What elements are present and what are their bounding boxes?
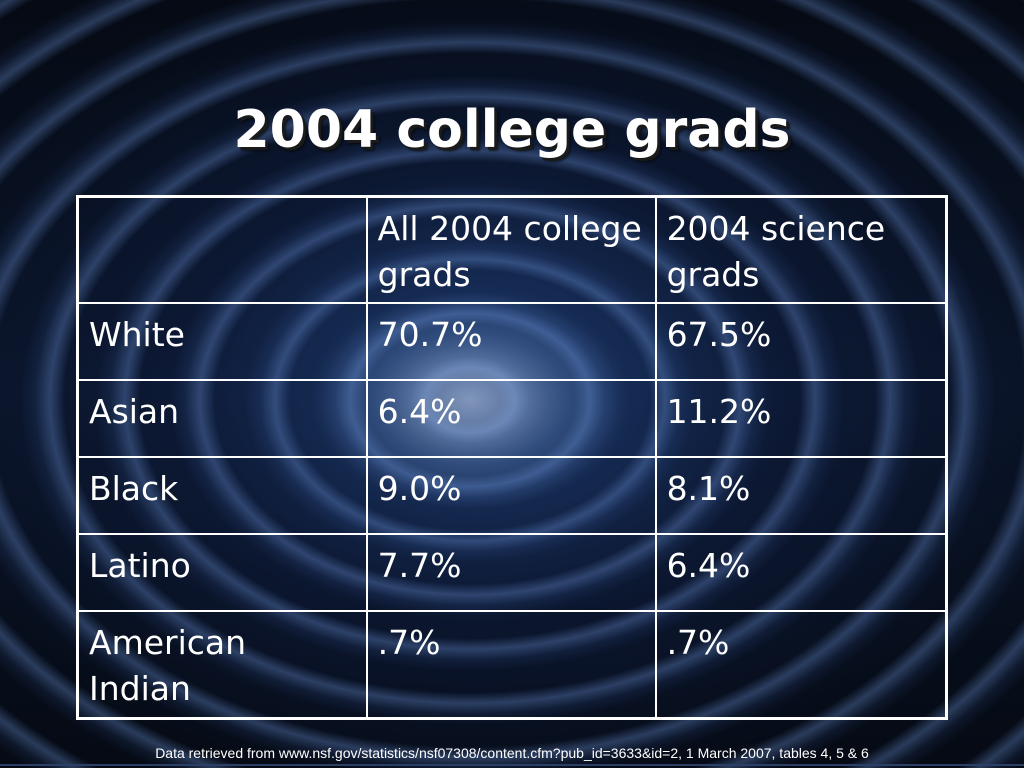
data-table: All 2004 college grads 2004 science grad… [76, 195, 948, 720]
table-header-row: All 2004 college grads 2004 science grad… [76, 195, 948, 304]
table-row: Latino 7.7% 6.4% [76, 532, 948, 612]
group-cell: Black [76, 455, 368, 535]
all-grads-cell: 70.7% [365, 301, 657, 381]
science-grads-cell: 6.4% [654, 532, 948, 612]
bottom-divider [0, 764, 1024, 766]
all-grads-cell: 6.4% [365, 378, 657, 458]
group-cell: White [76, 301, 368, 381]
group-cell: Latino [76, 532, 368, 612]
group-cell: Asian [76, 378, 368, 458]
table-row: Asian 6.4% 11.2% [76, 378, 948, 458]
all-grads-cell: 9.0% [365, 455, 657, 535]
header-cell-all-grads: All 2004 college grads [365, 195, 657, 304]
header-cell-science-grads: 2004 science grads [654, 195, 948, 304]
science-grads-cell: 67.5% [654, 301, 948, 381]
science-grads-cell: 8.1% [654, 455, 948, 535]
slide-title: 2004 college grads [233, 100, 791, 160]
table-row: American Indian .7% .7% [76, 609, 948, 720]
source-footnote: Data retrieved from www.nsf.gov/statisti… [155, 745, 869, 761]
header-cell-empty [76, 195, 368, 304]
science-grads-cell: 11.2% [654, 378, 948, 458]
all-grads-cell: .7% [365, 609, 657, 720]
all-grads-cell: 7.7% [365, 532, 657, 612]
table-row: White 70.7% 67.5% [76, 301, 948, 381]
science-grads-cell: .7% [654, 609, 948, 720]
group-cell: American Indian [76, 609, 368, 720]
table-row: Black 9.0% 8.1% [76, 455, 948, 535]
